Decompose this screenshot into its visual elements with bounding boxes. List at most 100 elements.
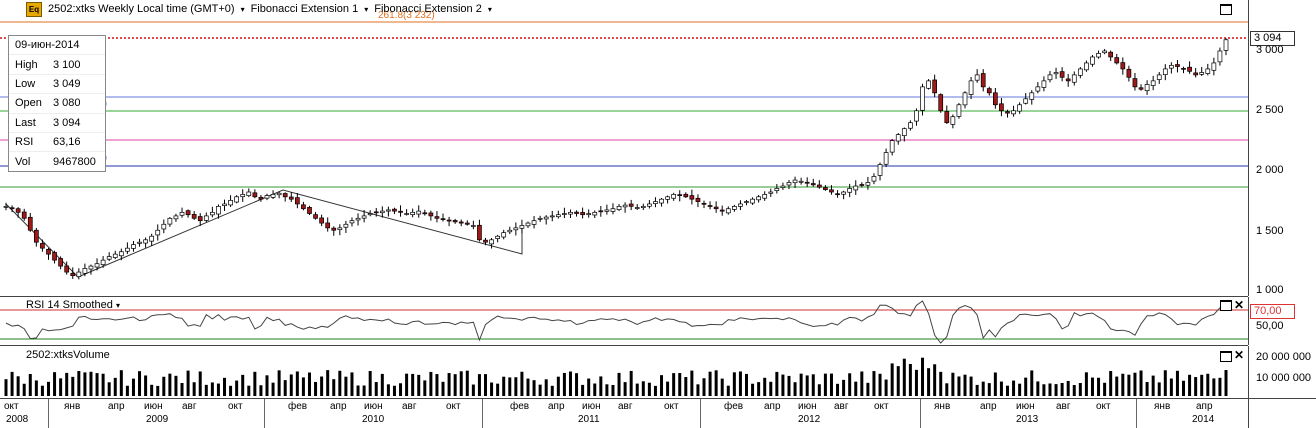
candle [197, 216, 203, 222]
price-panel[interactable] [0, 0, 1248, 297]
month-label: фев [510, 401, 530, 412]
candle [46, 248, 51, 255]
rsi-chart[interactable] [0, 297, 1248, 345]
candle [974, 74, 980, 81]
volume-bar [684, 377, 688, 396]
chevron-down-icon[interactable]: ▾ [364, 4, 369, 14]
volume-bar [314, 381, 318, 396]
price-chart[interactable] [0, 0, 1248, 296]
rsi-panel[interactable] [0, 297, 1248, 346]
candle [131, 244, 136, 249]
volume-bar [216, 383, 220, 396]
volume-bar [490, 382, 494, 396]
candle [179, 211, 185, 216]
candle [27, 216, 33, 231]
candle [489, 239, 494, 245]
maximize-icon[interactable] [1220, 4, 1232, 15]
candle [258, 196, 264, 200]
symbol-title[interactable]: 2502:xtks Weekly Local time (GMT+0) [48, 3, 235, 15]
candle [216, 206, 221, 215]
study-fib-ext-2[interactable]: Fibonacci Extension 2 [374, 3, 482, 15]
maximize-icon[interactable] [1220, 351, 1232, 362]
candle [792, 179, 798, 184]
month-label: окт [4, 401, 19, 412]
candle [428, 212, 434, 217]
candle [1029, 92, 1035, 100]
volume-bar [708, 371, 712, 396]
volume-bar [405, 373, 409, 396]
volume-bar [1048, 383, 1052, 396]
volume-chart[interactable] [0, 346, 1248, 398]
close-icon[interactable]: ✕ [1234, 348, 1245, 362]
candle [562, 213, 567, 215]
volume-bar [805, 375, 809, 396]
chevron-down-icon[interactable]: ▾ [240, 4, 245, 14]
candle [1181, 67, 1186, 70]
volume-bar [1054, 384, 1058, 396]
candle [944, 111, 950, 124]
volume-bar [927, 368, 931, 396]
volume-bar [769, 381, 773, 396]
year-divider [920, 399, 921, 428]
year-divider [482, 399, 483, 428]
volume-bar [811, 374, 815, 396]
volume-bar [878, 373, 882, 396]
month-label: авг [402, 401, 417, 412]
app-logo-icon[interactable]: Eq [26, 1, 42, 17]
candle [1041, 80, 1047, 88]
volume-bar [902, 358, 906, 396]
candle [634, 207, 640, 209]
candle [9, 207, 15, 210]
candle [507, 229, 513, 233]
price-axis[interactable] [1248, 0, 1316, 296]
candle [1169, 64, 1174, 69]
candle [1223, 39, 1229, 51]
volume-bar [289, 374, 293, 396]
maximize-icon[interactable] [1220, 300, 1232, 311]
candle [768, 191, 774, 194]
chevron-down-icon[interactable]: ▾ [487, 4, 492, 14]
volume-bar [332, 379, 336, 396]
candle [228, 200, 233, 206]
candle [677, 194, 683, 196]
candle [744, 201, 749, 203]
volume-bar [95, 373, 99, 396]
volume-bar [265, 375, 269, 396]
volume-bar [71, 376, 75, 396]
candle [1017, 104, 1022, 112]
volume-bar [635, 383, 639, 396]
chevron-down-icon[interactable]: ▾ [116, 301, 121, 310]
month-label: июн [582, 401, 601, 412]
volume-bar [641, 381, 645, 396]
candle [950, 116, 956, 125]
candle [404, 213, 409, 215]
candle [586, 213, 592, 215]
year-label: 2009 [146, 414, 169, 425]
month-label: июн [798, 401, 817, 412]
volume-bar [1012, 380, 1016, 396]
candle [379, 210, 385, 214]
candle [725, 208, 731, 214]
candle [847, 188, 853, 193]
volume-bar [1163, 370, 1167, 396]
candle [968, 80, 974, 95]
rsi-title[interactable]: RSI 14 Smoothed [26, 299, 113, 311]
volume-axis[interactable] [1248, 346, 1316, 398]
month-label: окт [446, 401, 461, 412]
candle [94, 263, 100, 268]
volume-title[interactable]: 2502:xtksVolume [26, 349, 110, 361]
volume-bar [556, 376, 560, 396]
candle [361, 215, 367, 219]
volume-bar [757, 382, 761, 396]
month-label: окт [1096, 401, 1111, 412]
study-fib-ext-1[interactable]: Fibonacci Extension 1 [250, 3, 359, 15]
close-icon[interactable]: ✕ [1234, 298, 1245, 312]
volume-bar [526, 378, 530, 396]
candle [1138, 87, 1144, 90]
time-axis[interactable]: окт янв апр июн авг окт фев апр июн авг окт фев апр и… [0, 398, 1248, 428]
candle [956, 104, 962, 117]
volume-bar [16, 376, 20, 396]
month-label: апр [1196, 401, 1213, 412]
volume-bar [763, 377, 767, 396]
volume-bar [623, 382, 627, 396]
